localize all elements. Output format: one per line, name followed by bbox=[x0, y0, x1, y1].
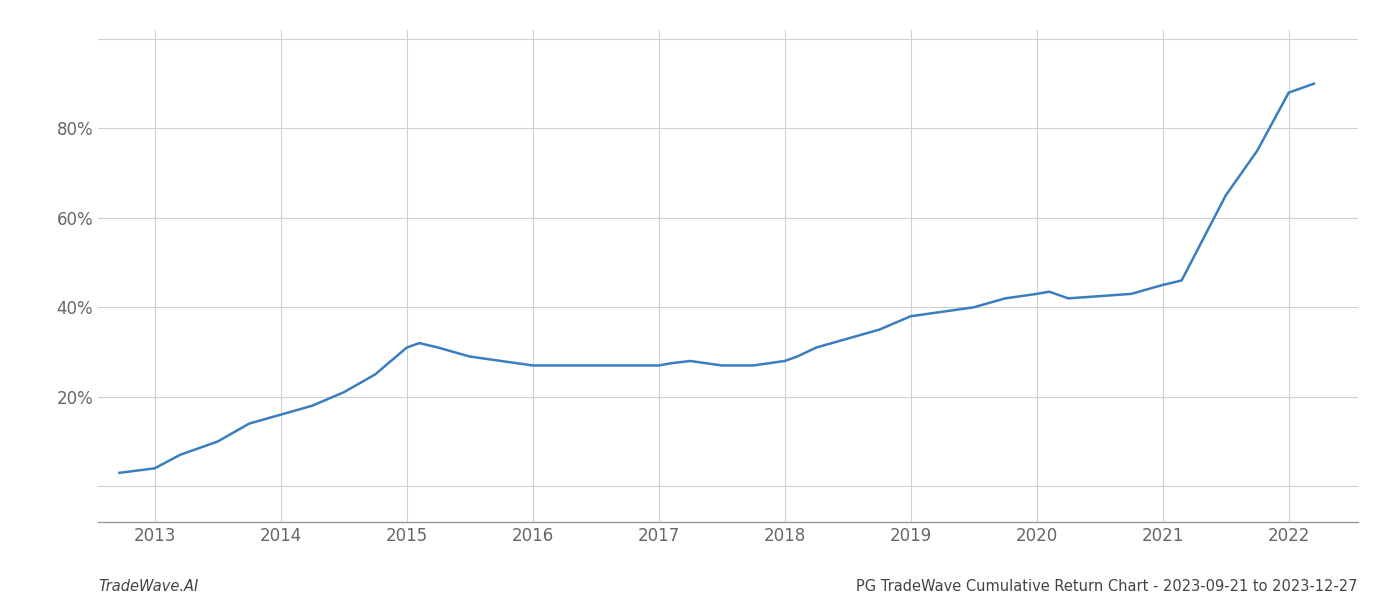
Text: PG TradeWave Cumulative Return Chart - 2023-09-21 to 2023-12-27: PG TradeWave Cumulative Return Chart - 2… bbox=[857, 579, 1358, 594]
Text: TradeWave.AI: TradeWave.AI bbox=[98, 579, 199, 594]
